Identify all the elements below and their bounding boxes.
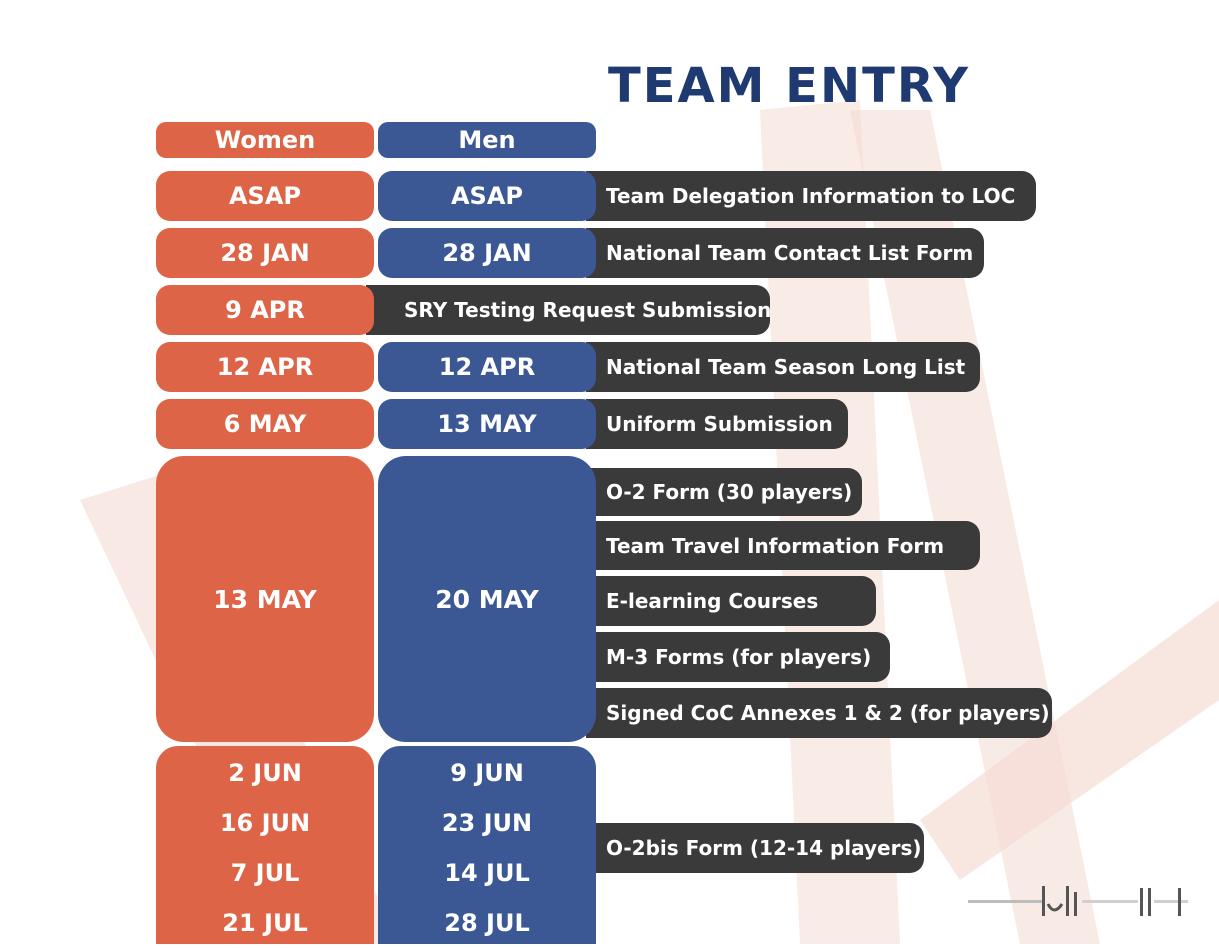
task-bar: Uniform Submission [586,399,848,449]
task-bar: Signed CoC Annexes 1 & 2 (for players) [586,688,1052,738]
men-deadline-date: 28 JUL [444,909,530,937]
task-bar: Team Travel Information Form [586,521,980,570]
men-deadline-date: 14 JUL [444,859,530,887]
women-deadline: 6 MAY [156,399,374,449]
task-bar: National Team Contact List Form [586,228,984,278]
logo-watermark [968,886,1188,916]
women-deadline-date: 16 JUN [219,809,311,837]
women-deadline-date: 21 JUL [222,909,308,937]
women-deadline: ASAP [156,171,374,221]
men-deadline: 13 MAY [378,399,596,449]
task-bar: O-2 Form (30 players) [586,468,862,516]
men-deadline-date: 9 JUN [450,759,524,787]
women-deadline-date: 2 JUN [228,759,302,787]
men-group-deadline: 20 MAY [378,456,596,742]
task-bar: SRY Testing Request Submission [366,285,771,335]
task-bar: E-learning Courses [586,576,876,626]
task-bar: O-2bis Form (12-14 players) [586,823,924,873]
women-deadline: 12 APR [156,342,374,392]
men-deadline: 12 APR [378,342,596,392]
women-column-header: Women [156,122,374,158]
task-bar: National Team Season Long List [586,342,980,392]
men-deadline: 28 JAN [378,228,596,278]
women-deadline-list: 2 JUN 16 JUN 7 JUL 21 JUL [156,746,374,944]
men-deadline-date: 23 JUN [441,809,533,837]
women-deadline: 28 JAN [156,228,374,278]
page-title: TEAM ENTRY [608,58,970,114]
men-deadline-list: 9 JUN 23 JUN 14 JUL 28 JUL [378,746,596,944]
men-column-header: Men [378,122,596,158]
women-deadline: 9 APR [156,285,374,335]
women-deadline-date: 7 JUL [230,859,300,887]
task-bar: M-3 Forms (for players) [586,632,890,682]
task-bar: Team Delegation Information to LOC [586,171,1036,221]
women-group-deadline: 13 MAY [156,456,374,742]
men-deadline: ASAP [378,171,596,221]
